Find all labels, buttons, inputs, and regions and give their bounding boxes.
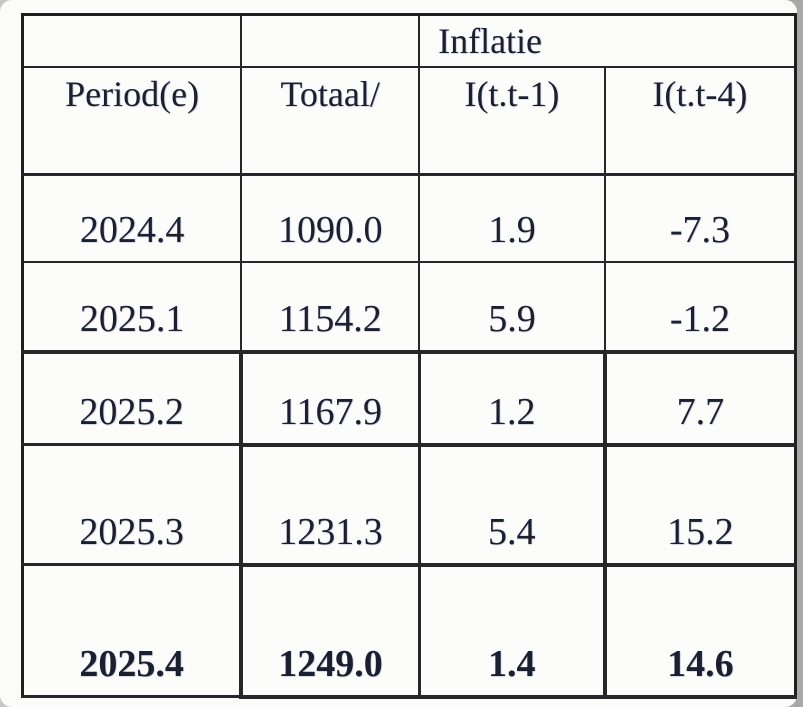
totaal-cell: 1167.9 bbox=[239, 350, 421, 447]
totaal-cell: 1249.0 bbox=[239, 563, 421, 699]
header-period: Period(e) bbox=[21, 65, 243, 176]
table-row: 2025.2 1167.9 1.2 7.7 bbox=[21, 350, 797, 447]
itt4-cell: 15.2 bbox=[602, 443, 797, 567]
totaal-cell: 1090.0 bbox=[240, 173, 421, 263]
itt1-cell: 5.4 bbox=[417, 443, 606, 567]
itt4-cell: -7.3 bbox=[603, 173, 797, 263]
header-itt1: I(t.t-1) bbox=[418, 65, 606, 176]
totaal-cell: 1154.2 bbox=[240, 260, 421, 354]
table-row-column-headers: Period(e) Totaal/ I(t.t-1) I(t.t-4) bbox=[21, 65, 797, 176]
itt4-cell: 7.7 bbox=[602, 350, 797, 447]
inflatie-table: Inflatie Period(e) Totaal/ I(t.t-1) I(t.… bbox=[21, 13, 797, 699]
itt1-cell: 1.2 bbox=[417, 350, 606, 447]
table-row-group-header: Inflatie bbox=[21, 13, 797, 68]
itt1-cell: 1.4 bbox=[417, 563, 606, 699]
itt4-cell: -1.2 bbox=[603, 260, 797, 354]
header-itt4: I(t.t-4) bbox=[603, 65, 797, 176]
empty-cell bbox=[21, 13, 243, 68]
period-cell: 2025.1 bbox=[21, 260, 243, 354]
period-cell: 2025.4 bbox=[21, 563, 243, 698]
header-totaal: Totaal/ bbox=[240, 65, 421, 176]
itt4-cell: 14.6 bbox=[602, 563, 797, 699]
itt1-cell: 5.9 bbox=[418, 260, 606, 354]
table-row: 2025.3 1231.3 5.4 15.2 bbox=[21, 443, 797, 567]
group-header-inflatie: Inflatie bbox=[418, 13, 797, 68]
table-row: 2025.4 1249.0 1.4 14.6 bbox=[21, 563, 797, 699]
totaal-cell: 1231.3 bbox=[239, 443, 421, 567]
empty-cell bbox=[240, 13, 421, 68]
period-cell: 2024.4 bbox=[21, 173, 243, 263]
period-cell: 2025.2 bbox=[21, 350, 243, 446]
table-row: 2025.1 1154.2 5.9 -1.2 bbox=[21, 260, 797, 354]
table-row: 2024.4 1090.0 1.9 -7.3 bbox=[21, 173, 797, 263]
itt1-cell: 1.9 bbox=[418, 173, 606, 263]
period-cell: 2025.3 bbox=[21, 443, 243, 566]
